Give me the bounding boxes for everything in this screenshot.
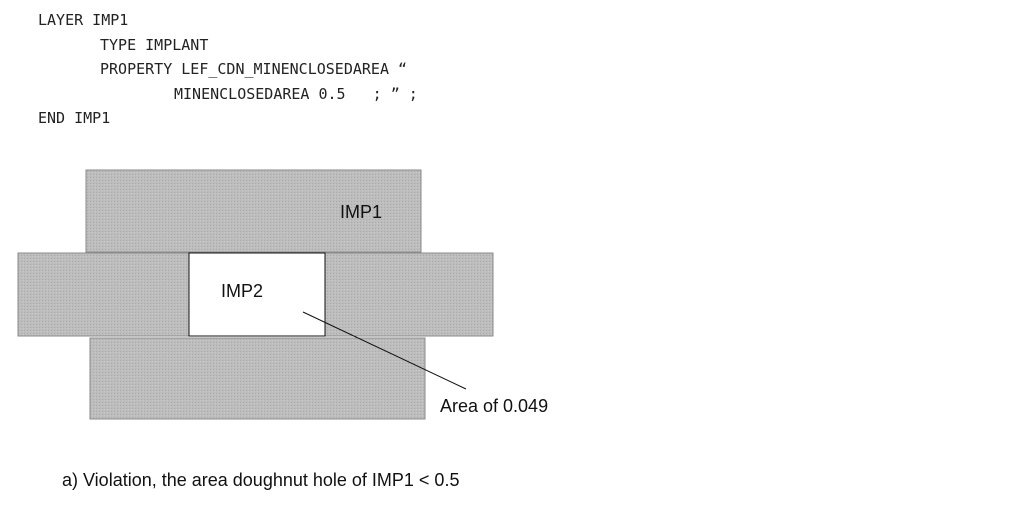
lef-code-block: LAYER IMP1 TYPE IMPLANT PROPERTY LEF_CDN_M…	[38, 8, 418, 131]
code-line-end: END IMP1	[38, 109, 111, 127]
figure-caption: a) Violation, the area doughnut hole of …	[62, 470, 460, 490]
imp1-middle-right-shape	[324, 252, 494, 337]
code-line-property: PROPERTY LEF_CDN_MINENCLOSEDAREA “	[100, 60, 408, 78]
imp2-label: IMP2	[221, 281, 263, 301]
area-annotation: Area of 0.049	[440, 396, 548, 416]
code-line-minenclosedarea: MINENCLOSEDAREA 0.5 ; ” ;	[174, 84, 418, 103]
imp1-top-shape	[85, 169, 422, 253]
doughnut-hole	[188, 252, 326, 337]
imp1-label: IMP1	[340, 202, 382, 222]
imp1-middle-left-shape	[17, 252, 190, 337]
annotation-leader-line	[302, 311, 467, 390]
code-line-layer: LAYER IMP1	[38, 11, 129, 29]
code-line-type: TYPE IMPLANT	[100, 35, 209, 54]
imp1-bottom-shape	[89, 337, 426, 420]
